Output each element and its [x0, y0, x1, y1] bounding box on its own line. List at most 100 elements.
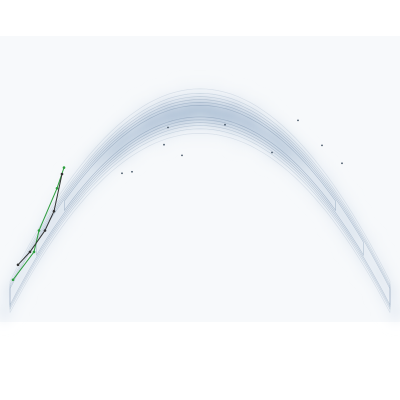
density-cell [56, 188, 64, 196]
sample-points [121, 119, 343, 175]
density-cell [112, 140, 120, 148]
trajectory-point [28, 250, 32, 254]
density-cell [40, 252, 48, 260]
trajectory-point [62, 166, 66, 169]
density-cell [64, 188, 72, 196]
density-cell [144, 132, 152, 140]
density-cell [376, 276, 384, 284]
density-cell [104, 140, 112, 148]
density-cell [344, 228, 352, 236]
density-cell [128, 156, 136, 164]
density-cell [312, 156, 320, 164]
density-cell [80, 164, 88, 172]
contour-line [64, 104, 336, 212]
density-cell [200, 108, 208, 116]
density-cell [312, 172, 320, 180]
density-cell [56, 220, 64, 228]
density-cell [176, 84, 184, 92]
density-cell [304, 156, 312, 164]
density-cell [368, 260, 376, 268]
density-cell [80, 156, 88, 164]
density-cell [88, 188, 96, 196]
density-cell [208, 116, 216, 124]
density-cell [208, 124, 216, 132]
density-cell [184, 100, 192, 108]
density-cell [240, 140, 248, 148]
density-cell [264, 148, 272, 156]
density-cell [272, 116, 280, 124]
density-cell [368, 268, 376, 276]
density-cell [16, 276, 24, 284]
density-cell [200, 100, 208, 108]
density-cell [96, 156, 104, 164]
density-cell [112, 164, 120, 172]
density-cell [344, 220, 352, 228]
density-cell [264, 116, 272, 124]
density-cell [136, 116, 144, 124]
density-cell [24, 244, 32, 252]
density-cell [328, 196, 336, 204]
density-cell [136, 140, 144, 148]
density-cell [304, 148, 312, 156]
density-cell [224, 124, 232, 132]
density-cell [368, 236, 376, 244]
sample-point [121, 172, 123, 175]
density-field [0, 84, 400, 324]
density-cell [352, 252, 360, 260]
density-cell [0, 292, 8, 300]
density-cell [120, 124, 128, 132]
density-cell [88, 180, 96, 188]
density-cell [368, 276, 376, 284]
density-cell [128, 148, 136, 156]
density-cell [72, 196, 80, 204]
density-cell [384, 284, 392, 292]
density-cell [8, 284, 16, 292]
density-cell [24, 260, 32, 268]
density-cell [0, 284, 8, 292]
density-cell [360, 268, 368, 276]
density-cell [392, 316, 400, 324]
density-cell [152, 100, 160, 108]
density-cell [152, 116, 160, 124]
density-cell [248, 108, 256, 116]
density-cell [8, 292, 16, 300]
density-cell [232, 116, 240, 124]
density-cell [312, 188, 320, 196]
density-cell [192, 84, 200, 92]
density-cell [184, 124, 192, 132]
density-cell [336, 220, 344, 228]
density-cell [120, 156, 128, 164]
contour-line [9, 96, 391, 308]
density-cell [160, 116, 168, 124]
density-cell [192, 124, 200, 132]
density-cell [120, 132, 128, 140]
density-cell [256, 100, 264, 108]
sample-point [297, 119, 299, 122]
density-cell [64, 220, 72, 228]
density-cell [320, 188, 328, 196]
density-cell [168, 132, 176, 140]
density-cell [200, 84, 208, 92]
sample-point [167, 126, 169, 129]
density-cell [128, 132, 136, 140]
density-cell [160, 124, 168, 132]
density-cell [360, 228, 368, 236]
density-cell [240, 132, 248, 140]
density-cell [184, 116, 192, 124]
density-cell [80, 180, 88, 188]
density-cell [376, 260, 384, 268]
density-cell [144, 140, 152, 148]
density-cell [288, 164, 296, 172]
density-cell [128, 140, 136, 148]
density-cell [384, 276, 392, 284]
density-cell [264, 108, 272, 116]
density-cell [240, 116, 248, 124]
density-cell [168, 100, 176, 108]
density-cell [184, 108, 192, 116]
density-cell [232, 124, 240, 132]
density-cell [248, 140, 256, 148]
density-cell [320, 204, 328, 212]
density-cell [192, 132, 200, 140]
density-cell [280, 156, 288, 164]
density-cell [336, 188, 344, 196]
